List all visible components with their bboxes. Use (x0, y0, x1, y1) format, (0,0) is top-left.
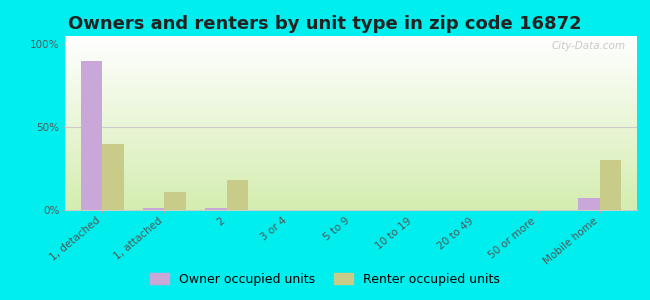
Bar (205, 208, 227, 210)
Bar (600, 160, 621, 210)
Text: City-Data.com: City-Data.com (551, 41, 625, 51)
Legend: Owner occupied units, Renter occupied units: Owner occupied units, Renter occupied un… (146, 268, 504, 291)
Bar (143, 208, 164, 210)
Bar (102, 144, 124, 210)
Bar (227, 180, 248, 210)
Bar (578, 198, 600, 210)
Text: Owners and renters by unit type in zip code 16872: Owners and renters by unit type in zip c… (68, 15, 582, 33)
Bar (81, 61, 102, 210)
Bar (164, 192, 187, 210)
